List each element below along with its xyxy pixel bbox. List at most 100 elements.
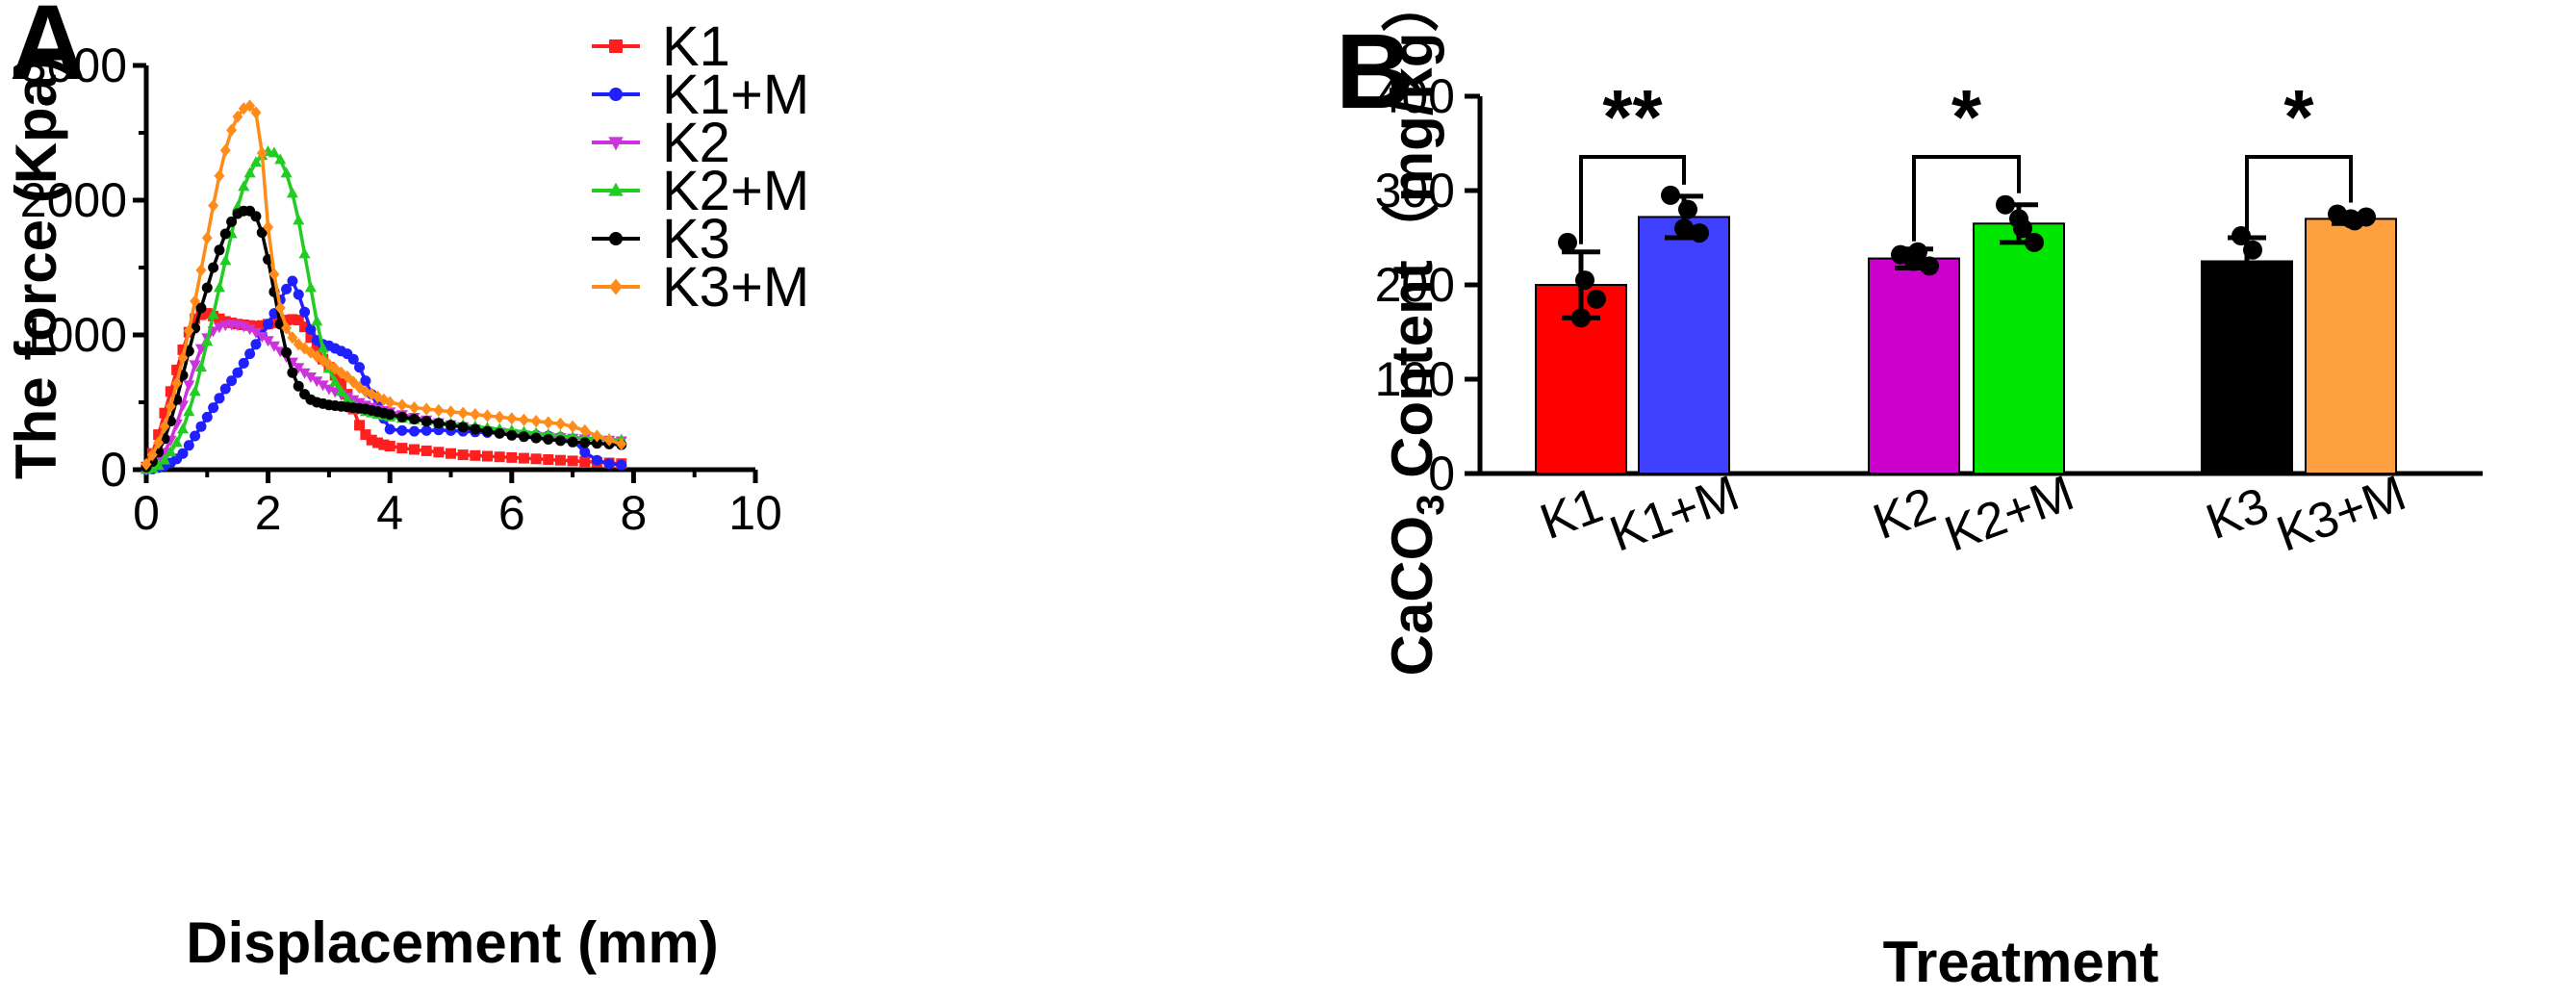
- data-point: [190, 430, 201, 442]
- data-point: [372, 390, 384, 403]
- data-point: [354, 420, 366, 431]
- data-point: [506, 429, 518, 441]
- data-point: [189, 360, 201, 371]
- data-point: [384, 441, 395, 451]
- data-point: [207, 308, 219, 320]
- legend-entry: K3+M: [592, 256, 809, 319]
- data-point: [153, 436, 165, 449]
- legend-label: K1+M: [662, 64, 809, 126]
- legend-marker: [608, 182, 624, 196]
- data-point: [214, 393, 225, 404]
- data-point: [1904, 251, 1924, 271]
- data-point: [281, 283, 293, 295]
- data-point: [256, 320, 268, 331]
- data-point: [177, 351, 189, 365]
- data-point: [591, 438, 602, 449]
- data-point: [219, 143, 231, 157]
- legend-marker: [609, 278, 623, 295]
- data-point: [243, 166, 256, 178]
- data-point: [518, 452, 529, 464]
- data-point: [1571, 308, 1591, 328]
- data-point: [201, 335, 214, 346]
- data-point: [311, 343, 322, 354]
- legend-marker: [609, 88, 623, 101]
- data-point: [293, 214, 305, 225]
- bar: [1868, 257, 1960, 474]
- data-point: [195, 264, 207, 277]
- data-point: [329, 387, 342, 398]
- series-k3-plus-m: [140, 99, 627, 471]
- data-point: [159, 407, 170, 419]
- bar-group-k2: K2: [1866, 242, 1960, 551]
- data-point: [244, 348, 256, 360]
- data-point: [579, 447, 591, 458]
- data-point: [1674, 218, 1694, 239]
- data-point: [481, 409, 493, 423]
- data-point: [219, 228, 231, 240]
- data-point: [457, 449, 469, 461]
- data-point: [530, 453, 542, 465]
- data-point: [372, 437, 384, 448]
- bracket-line: [1912, 155, 2021, 242]
- data-point: [183, 405, 195, 417]
- data-point: [304, 372, 317, 383]
- data-point: [433, 418, 445, 429]
- data-point: [446, 448, 456, 459]
- data-point: [249, 156, 262, 167]
- data-point: [317, 380, 329, 392]
- data-point: [219, 254, 232, 266]
- data-point: [354, 362, 366, 373]
- data-point: [481, 450, 493, 462]
- data-point: [554, 435, 566, 447]
- data-point: [530, 432, 542, 444]
- data-point: [322, 384, 335, 396]
- significance-bracket: *: [1912, 74, 2021, 242]
- data-point: [396, 424, 408, 436]
- data-point: [281, 346, 293, 358]
- legend-entry: K2+M: [592, 160, 809, 222]
- data-point: [470, 423, 481, 435]
- data-point: [366, 434, 377, 446]
- data-point: [274, 301, 286, 315]
- data-point: [256, 146, 268, 160]
- data-point: [318, 354, 329, 368]
- data-point: [1996, 194, 2015, 215]
- data-point: [299, 306, 311, 318]
- data-point: [335, 385, 347, 397]
- significance-bracket: **: [1579, 74, 1686, 244]
- legend-marker: [609, 39, 623, 53]
- data-point: [1920, 256, 1939, 276]
- panel-b-y-axis-title-suffix: Content（mg/kg）: [1380, 0, 1444, 495]
- data-point: [165, 386, 176, 397]
- data-point: [208, 402, 219, 414]
- data-point: [170, 436, 183, 448]
- data-point: [165, 446, 177, 457]
- data-point: [384, 396, 395, 409]
- data-point: [226, 123, 238, 137]
- data-point: [201, 231, 213, 244]
- data-point: [366, 388, 377, 401]
- bar: [2305, 218, 2397, 474]
- data-point: [268, 341, 280, 352]
- data-point: [201, 282, 213, 294]
- data-point: [384, 409, 395, 421]
- data-point: [287, 331, 298, 345]
- data-point: [481, 425, 493, 437]
- data-point: [457, 422, 469, 433]
- data-point: [616, 459, 627, 471]
- legend-entry: K3: [592, 208, 730, 270]
- data-point: [152, 459, 165, 471]
- data-point: [342, 370, 353, 383]
- data-point: [591, 454, 602, 466]
- data-point: [281, 321, 293, 335]
- panel-a-x-tick-label: 6: [498, 486, 525, 540]
- legend-entry: K1+M: [592, 64, 809, 126]
- data-point: [176, 423, 190, 434]
- panel-b-y-tick-label: 300: [1375, 164, 1455, 218]
- data-point: [244, 99, 256, 113]
- data-point: [360, 429, 371, 441]
- data-point: [268, 317, 280, 328]
- panel-a-axes: 0 1000 2000 3000 0 2 4 6 8 10: [20, 38, 782, 540]
